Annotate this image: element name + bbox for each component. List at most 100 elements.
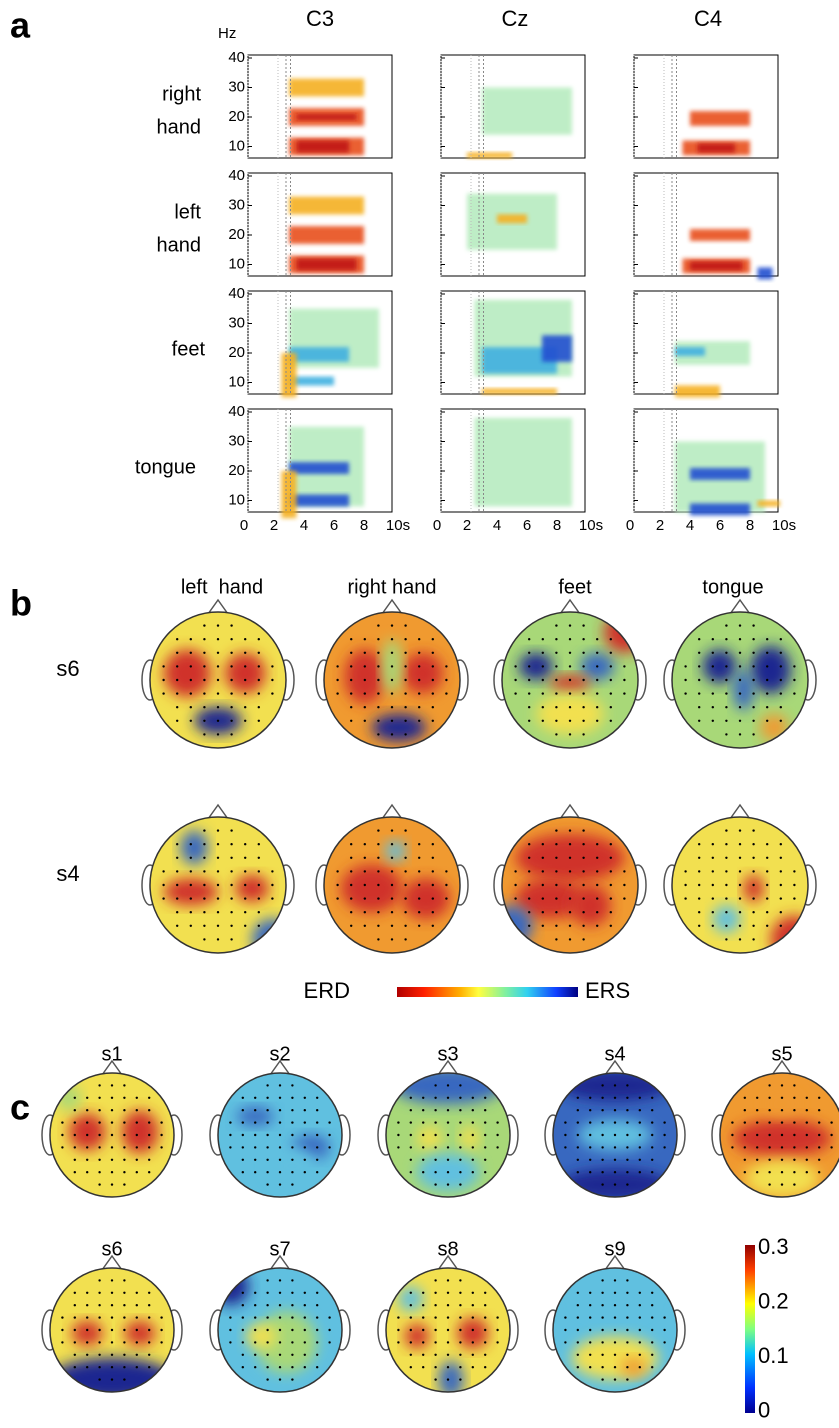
- electrode: [752, 679, 754, 681]
- electrode: [190, 638, 192, 640]
- electrode: [123, 1279, 125, 1281]
- electrode: [160, 1134, 162, 1136]
- electrode: [111, 1183, 113, 1185]
- electrode: [316, 1329, 318, 1331]
- spectral-patch: [675, 347, 705, 356]
- electrode: [651, 1134, 653, 1136]
- electrode: [589, 1134, 591, 1136]
- topomap: [316, 600, 468, 748]
- electrode: [766, 897, 768, 899]
- topomap: [316, 805, 468, 953]
- electrode: [176, 857, 178, 859]
- electrode: [793, 1097, 795, 1099]
- electrode: [496, 1146, 498, 1148]
- electrode: [258, 897, 260, 899]
- electrode: [377, 624, 379, 626]
- electrode: [582, 884, 584, 886]
- electrode: [577, 1109, 579, 1111]
- electrode: [304, 1171, 306, 1173]
- electrode: [712, 897, 714, 899]
- spectral-patch: [467, 152, 512, 158]
- electrode: [459, 1084, 461, 1086]
- electrode: [304, 1304, 306, 1306]
- electrode: [818, 1109, 820, 1111]
- electrode: [596, 638, 598, 640]
- electrode: [74, 1304, 76, 1306]
- electrode: [698, 870, 700, 872]
- electrode: [739, 679, 741, 681]
- electrode: [601, 1146, 603, 1148]
- electrode: [589, 1354, 591, 1356]
- electrode: [258, 720, 260, 722]
- x-tick-label: 2: [270, 517, 278, 534]
- electrode: [432, 897, 434, 899]
- electrode: [555, 720, 557, 722]
- electrode: [626, 1329, 628, 1331]
- electrode: [542, 679, 544, 681]
- electrode: [229, 1329, 231, 1331]
- electrode: [291, 1097, 293, 1099]
- electrode: [698, 884, 700, 886]
- electrode: [304, 1097, 306, 1099]
- electrode: [610, 652, 612, 654]
- electrode: [472, 1097, 474, 1099]
- electrode: [569, 884, 571, 886]
- electrode: [589, 1171, 591, 1173]
- electrode: [391, 857, 393, 859]
- electrode: [601, 1159, 603, 1161]
- electrode: [98, 1121, 100, 1123]
- electrode: [601, 1171, 603, 1173]
- electrode: [639, 1134, 641, 1136]
- electrode: [176, 925, 178, 927]
- electrode: [136, 1341, 138, 1343]
- electrode: [350, 665, 352, 667]
- electrode: [217, 624, 219, 626]
- electrode: [768, 1146, 770, 1148]
- topo-blob: [457, 1318, 488, 1349]
- electrode: [242, 1146, 244, 1148]
- electrode: [793, 897, 795, 899]
- electrode: [418, 706, 420, 708]
- electrode: [266, 1134, 268, 1136]
- electrode: [74, 1329, 76, 1331]
- electrode: [610, 911, 612, 913]
- electrode: [230, 638, 232, 640]
- electrode: [582, 679, 584, 681]
- topo-blob: [405, 1324, 430, 1349]
- topo-field: [150, 817, 293, 960]
- electrode: [291, 1354, 293, 1356]
- electrode: [230, 829, 232, 831]
- electrode: [582, 925, 584, 927]
- electrode: [447, 1109, 449, 1111]
- electrode: [614, 1304, 616, 1306]
- electrode: [472, 1316, 474, 1318]
- electrode: [752, 897, 754, 899]
- topo-blob: [703, 649, 737, 683]
- electrode: [698, 897, 700, 899]
- electrode: [569, 857, 571, 859]
- electrode: [74, 1171, 76, 1173]
- electrode: [582, 829, 584, 831]
- electrode: [98, 1316, 100, 1318]
- electrode: [596, 692, 598, 694]
- topo-field: [386, 1067, 510, 1197]
- electrode: [350, 911, 352, 913]
- electrode: [391, 679, 393, 681]
- electrode: [391, 638, 393, 640]
- colorbar-tick-label: 0.1: [758, 1343, 789, 1368]
- electrode: [752, 706, 754, 708]
- electrode: [781, 1084, 783, 1086]
- electrode: [397, 1341, 399, 1343]
- electrode: [123, 1134, 125, 1136]
- electrode: [254, 1316, 256, 1318]
- electrode: [739, 857, 741, 859]
- electrode: [781, 1171, 783, 1173]
- electrode: [410, 1292, 412, 1294]
- electrode: [136, 1329, 138, 1331]
- electrode: [304, 1121, 306, 1123]
- electrode: [86, 1366, 88, 1368]
- topo-field: [502, 612, 645, 748]
- electrode: [434, 1171, 436, 1173]
- electrode: [555, 638, 557, 640]
- electrode: [614, 1109, 616, 1111]
